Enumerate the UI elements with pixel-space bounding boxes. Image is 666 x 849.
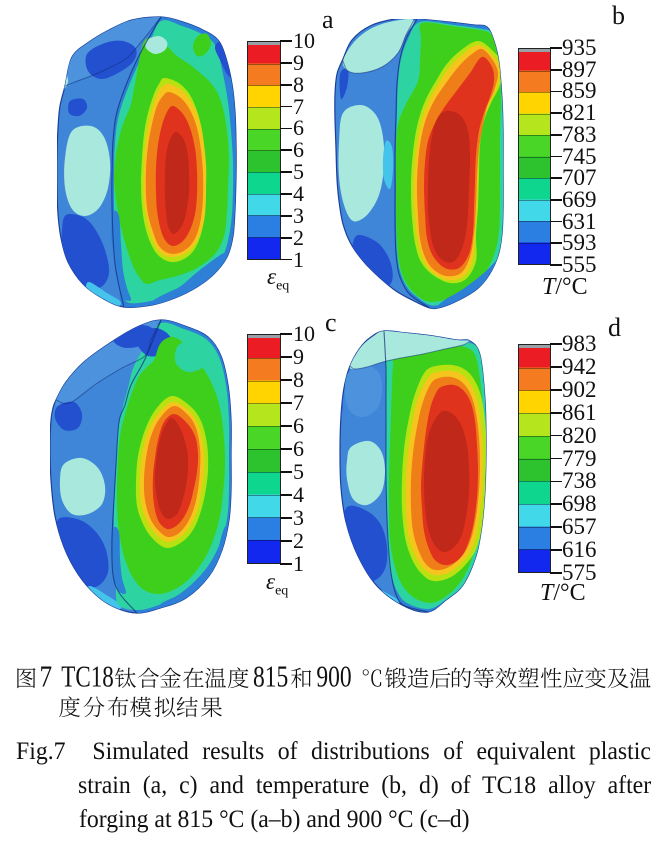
svg-text:900: 900 [316,659,351,693]
svg-text:7: 7 [40,659,53,693]
svg-text:TC18: TC18 [61,659,114,693]
svg-text:815: 815 [253,659,288,693]
